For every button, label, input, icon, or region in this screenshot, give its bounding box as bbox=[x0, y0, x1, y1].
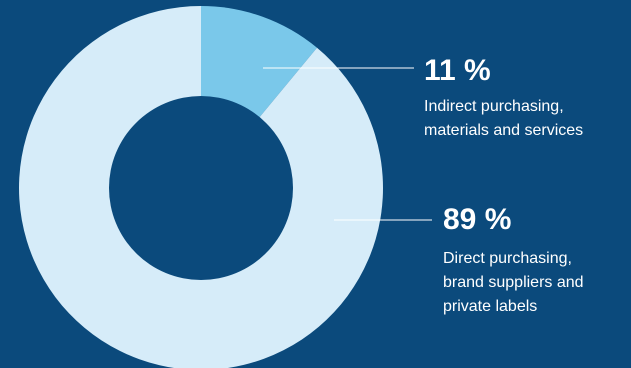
segment-2-description-line-3: private labels bbox=[443, 298, 537, 315]
segment-1-description-line-1: Indirect purchasing, bbox=[424, 98, 564, 115]
donut-hole bbox=[109, 96, 293, 280]
segment-1-description-line-2: materials and services bbox=[424, 122, 583, 139]
segment-2-value-label: 89 % bbox=[443, 203, 511, 236]
segment-labels: 11 % Indirect purchasing, materials and … bbox=[424, 54, 584, 315]
segment-2-description-line-2: brand suppliers and bbox=[443, 274, 584, 291]
segment-1-value-label: 11 % bbox=[424, 54, 491, 87]
segment-2-description-line-1: Direct purchasing, bbox=[443, 250, 572, 267]
donut-slice-2 bbox=[19, 6, 383, 368]
leader-lines bbox=[263, 67, 432, 221]
